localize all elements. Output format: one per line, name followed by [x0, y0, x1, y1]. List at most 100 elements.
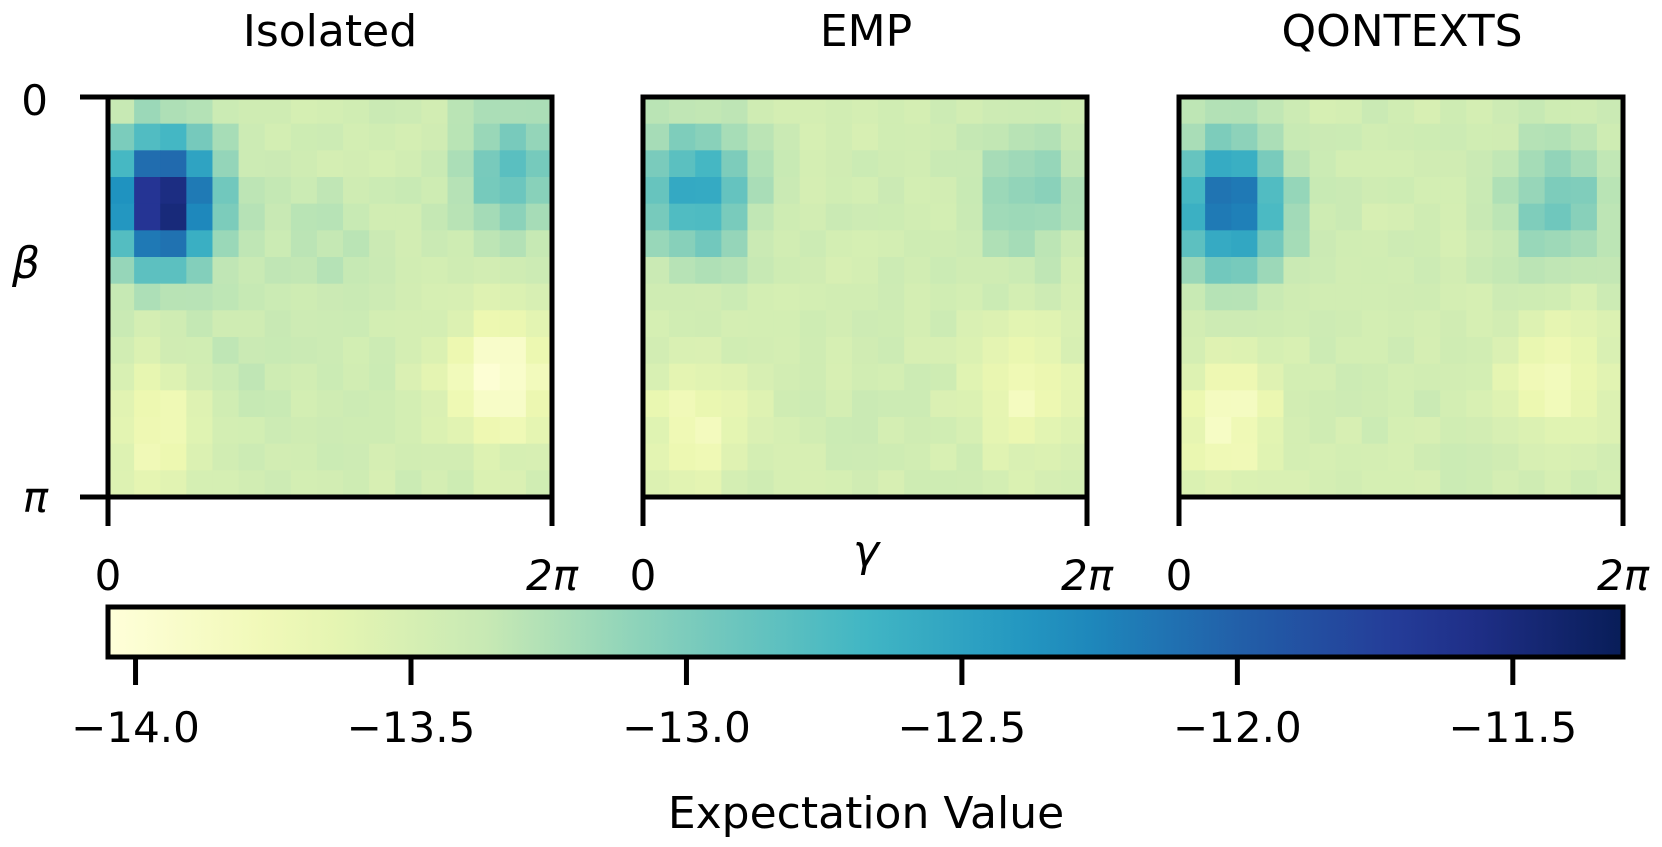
heatmap-cell	[473, 310, 501, 338]
heatmap-cell	[1387, 177, 1415, 205]
colorbar-tick-label: −13.0	[622, 703, 751, 752]
heatmap-cell	[1518, 470, 1546, 498]
heatmap-cell	[1570, 337, 1598, 365]
heatmap-cell	[1518, 177, 1546, 205]
heatmap-cell	[1544, 417, 1572, 445]
heatmap-cell	[316, 283, 344, 311]
heatmap-cell	[1283, 123, 1311, 151]
heatmap-cell	[982, 97, 1010, 125]
heatmap-cell	[1518, 203, 1546, 231]
heatmap-cell	[473, 203, 501, 231]
heatmap-cell	[930, 470, 958, 498]
heatmap-cell	[447, 150, 475, 178]
heatmap-cell	[1283, 337, 1311, 365]
heatmap-cell	[395, 203, 423, 231]
heatmap-cell	[395, 177, 423, 205]
heatmap-cell	[643, 443, 670, 471]
heatmap-cell	[160, 97, 187, 125]
heatmap-cell	[473, 150, 501, 178]
heatmap-cell	[108, 417, 135, 445]
heatmap-cell	[134, 150, 161, 178]
heatmap-cell	[1414, 443, 1441, 471]
heatmap-cell	[134, 363, 161, 391]
heatmap-cell	[160, 390, 187, 418]
heatmap-cell	[290, 203, 318, 231]
heatmap-cell	[851, 97, 879, 125]
heatmap-cell	[160, 470, 187, 498]
heatmap-cell	[186, 417, 214, 445]
heatmap-cell	[1544, 230, 1572, 258]
heatmap-cell	[1283, 177, 1311, 205]
heatmap-cell	[1492, 443, 1520, 471]
heatmap-cell	[956, 177, 984, 205]
heatmap-cell	[643, 203, 670, 231]
heatmap-cell	[825, 310, 853, 338]
heatmap-cell	[1205, 310, 1232, 338]
heatmap-cell	[1309, 283, 1337, 311]
heatmap-cell	[473, 417, 501, 445]
heatmap-cell	[1205, 150, 1232, 178]
heatmap-cell	[643, 310, 670, 338]
heatmap-cell	[773, 337, 801, 365]
heatmap-cell	[878, 230, 905, 258]
heatmap-cell	[1596, 337, 1624, 365]
heatmap-cell	[447, 123, 475, 151]
heatmap-cell	[799, 417, 827, 445]
heatmap-cell	[799, 230, 827, 258]
heatmap-cell	[1231, 310, 1258, 338]
heatmap-cell	[290, 230, 318, 258]
heatmap-cell	[1387, 417, 1415, 445]
y-axis-label: β	[11, 238, 40, 289]
heatmap-cell	[851, 337, 879, 365]
heatmap-cell	[643, 283, 670, 311]
heatmap-cell	[773, 203, 801, 231]
heatmap-cell	[1257, 417, 1285, 445]
heatmap-cell	[1257, 257, 1285, 285]
heatmap-cell	[1335, 443, 1363, 471]
heatmap-cell	[1596, 417, 1624, 445]
heatmap-cell	[134, 337, 161, 365]
heatmap-cell	[1257, 230, 1285, 258]
heatmap-cell	[1008, 150, 1036, 178]
heatmap-cell	[421, 310, 449, 338]
heatmap-cell	[1309, 443, 1337, 471]
heatmap-cell	[290, 390, 318, 418]
heatmap-cell	[956, 123, 984, 151]
heatmap-cell	[395, 123, 423, 151]
heatmap-cell	[1257, 310, 1285, 338]
heatmap-cell	[1361, 177, 1389, 205]
heatmap-cell	[238, 283, 266, 311]
heatmap-cell	[1414, 337, 1441, 365]
heatmap-cell	[1387, 230, 1415, 258]
heatmap-cell	[395, 390, 423, 418]
heatmap-cell	[799, 203, 827, 231]
heatmap-cell	[160, 177, 187, 205]
heatmap-cell	[799, 390, 827, 418]
heatmap-cell	[773, 150, 801, 178]
heatmap-cell	[1179, 363, 1206, 391]
heatmap-cell	[1008, 363, 1036, 391]
heatmap-panel-isolated	[108, 97, 553, 498]
heatmap-cell	[395, 257, 423, 285]
heatmap-cell	[878, 417, 905, 445]
heatmap-cell	[747, 177, 775, 205]
heatmap-cell	[956, 337, 984, 365]
heatmap-cell	[525, 257, 553, 285]
heatmap-cell	[186, 203, 214, 231]
heatmap-cell	[369, 470, 396, 498]
heatmap-cell	[1518, 337, 1546, 365]
heatmap-cell	[369, 177, 396, 205]
heatmap-cell	[1466, 310, 1494, 338]
heatmap-cell	[1205, 257, 1232, 285]
heatmap-cell	[1440, 150, 1467, 178]
heatmap-cell	[1257, 97, 1285, 125]
heatmap-cell	[1179, 443, 1206, 471]
heatmap-cell	[1492, 177, 1520, 205]
heatmap-cell	[108, 337, 135, 365]
heatmap-cell	[982, 177, 1010, 205]
heatmap-cell	[316, 363, 344, 391]
heatmap-cell	[1034, 363, 1062, 391]
heatmap-cell	[499, 257, 527, 285]
heatmap-cell	[421, 203, 449, 231]
heatmap-cell	[1414, 470, 1441, 498]
